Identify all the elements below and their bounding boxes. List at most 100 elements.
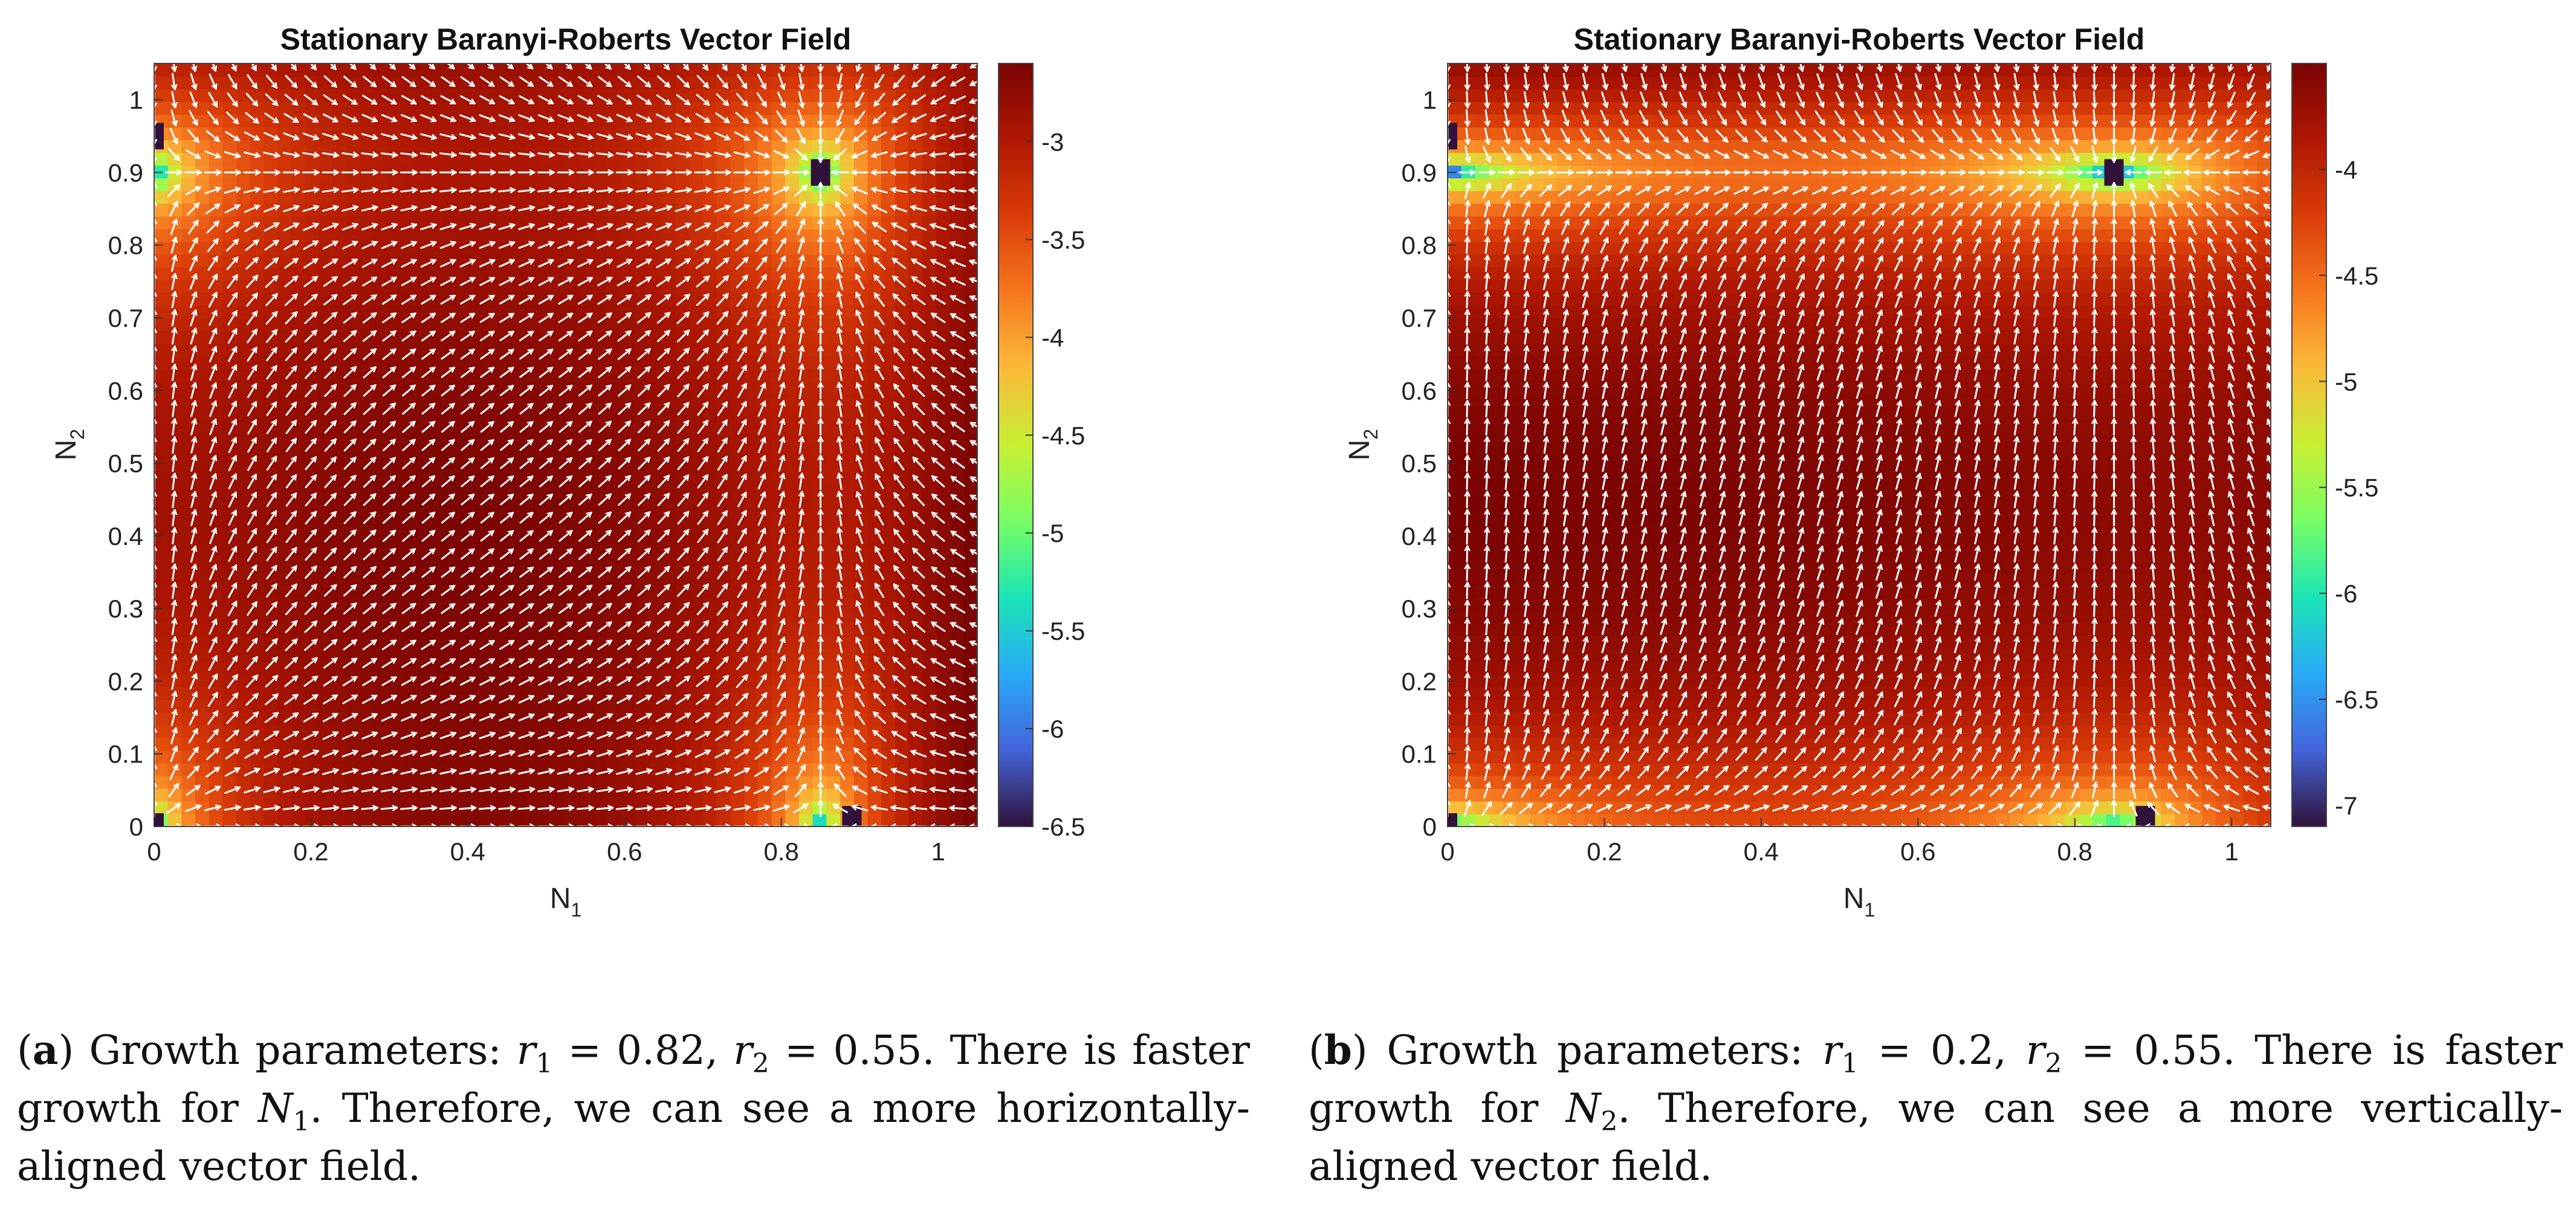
heatmap-cell xyxy=(236,369,251,382)
heatmap-cell xyxy=(552,394,566,408)
heatmap-cell xyxy=(277,304,292,318)
heatmap-cell xyxy=(387,266,402,280)
heatmap-cell xyxy=(689,394,704,408)
heatmap-cell xyxy=(785,381,800,395)
heatmap-cell xyxy=(895,140,910,153)
heatmap-cell xyxy=(429,521,443,535)
heatmap-cell xyxy=(360,432,374,446)
heatmap-cell xyxy=(195,369,210,382)
heatmap-cell xyxy=(648,216,662,230)
heatmap-cell xyxy=(538,203,553,217)
heatmap-cell xyxy=(429,266,443,280)
heatmap-cell xyxy=(332,636,347,649)
heatmap-cell xyxy=(936,190,951,204)
heatmap-cell xyxy=(236,127,251,141)
heatmap-cell xyxy=(429,699,443,713)
heatmap-cell xyxy=(250,699,265,713)
heatmap-cell xyxy=(387,152,402,166)
heatmap-cell xyxy=(840,407,855,420)
heatmap-cell xyxy=(524,737,539,751)
heatmap-cell xyxy=(401,266,416,280)
heatmap-cell xyxy=(730,178,745,192)
heatmap-cell xyxy=(675,228,690,242)
heatmap-cell xyxy=(552,686,566,700)
heatmap-cell xyxy=(538,318,553,331)
heatmap-cell xyxy=(250,521,265,535)
heatmap-cell xyxy=(620,76,635,89)
heatmap-cell xyxy=(497,140,511,153)
heatmap-cell xyxy=(236,801,251,814)
heatmap-cell xyxy=(154,585,169,598)
heatmap-cell xyxy=(689,140,704,153)
heatmap-cell xyxy=(346,178,361,192)
heatmap-cell xyxy=(332,775,347,789)
heatmap-cell xyxy=(511,89,525,102)
heatmap-cell xyxy=(429,610,443,624)
heatmap-cell xyxy=(277,508,292,522)
heatmap-cell xyxy=(497,394,511,408)
heatmap-cell xyxy=(167,330,183,344)
heatmap-cell xyxy=(236,330,251,344)
heatmap-cell xyxy=(374,775,388,789)
heatmap-cell xyxy=(332,178,347,192)
heatmap-cell xyxy=(785,648,800,662)
heatmap-cell xyxy=(250,661,265,675)
heatmap-cell xyxy=(332,228,347,242)
heatmap-cell xyxy=(456,127,470,141)
heatmap-cell xyxy=(456,216,470,230)
heatmap-cell xyxy=(305,330,320,344)
heatmap-cell xyxy=(264,636,279,649)
heatmap-cell xyxy=(154,356,169,369)
heatmap-cell xyxy=(429,89,443,102)
heatmap-cell xyxy=(209,712,224,726)
heatmap-cell xyxy=(497,89,511,102)
heatmap-cell xyxy=(524,432,539,446)
heatmap-cell xyxy=(319,508,333,522)
heatmap-cell xyxy=(456,813,470,826)
heatmap-cell xyxy=(593,648,607,662)
heatmap-cell xyxy=(511,598,525,611)
heatmap-cell xyxy=(936,572,951,585)
heatmap-cell xyxy=(648,279,662,293)
heatmap-cell xyxy=(277,114,292,128)
heatmap-cell xyxy=(785,102,800,115)
heatmap-cell xyxy=(552,801,566,814)
heatmap-cell xyxy=(922,318,937,331)
heatmap-cell xyxy=(442,228,457,242)
heatmap-cell xyxy=(936,762,951,776)
heatmap-cell xyxy=(319,813,333,826)
heatmap-cell xyxy=(470,165,484,179)
heatmap-cell xyxy=(264,750,279,764)
heatmap-cell xyxy=(840,661,855,675)
heatmap-cell xyxy=(456,63,470,77)
heatmap-cell xyxy=(785,495,800,509)
heatmap-cell xyxy=(730,775,745,789)
heatmap-cell xyxy=(552,521,566,535)
heatmap-cell xyxy=(483,279,498,293)
heatmap-cell xyxy=(360,610,374,624)
heatmap-cell xyxy=(154,432,169,446)
heatmap-cell xyxy=(374,394,388,408)
heatmap-cell xyxy=(895,127,910,141)
heatmap-cell xyxy=(332,623,347,637)
heatmap-cell xyxy=(360,661,374,675)
heatmap-cell xyxy=(867,394,882,408)
heatmap-cell xyxy=(648,63,662,77)
heatmap-cell xyxy=(264,279,279,293)
heatmap-cell xyxy=(483,483,498,497)
heatmap-cell xyxy=(785,724,800,738)
heatmap-cell xyxy=(757,279,772,293)
heatmap-cell xyxy=(730,521,745,535)
heatmap-cell xyxy=(730,508,745,522)
heatmap-cell xyxy=(346,190,361,204)
heatmap-cell xyxy=(319,457,333,471)
heatmap-cell xyxy=(222,762,237,776)
heatmap-cell xyxy=(593,585,607,598)
heatmap-cell xyxy=(470,190,484,204)
heatmap-cell xyxy=(785,699,800,713)
heatmap-cell xyxy=(908,674,923,688)
heatmap-cell xyxy=(497,279,511,293)
heatmap-cell xyxy=(785,470,800,484)
heatmap-cell xyxy=(319,559,333,573)
heatmap-cell xyxy=(236,445,251,459)
